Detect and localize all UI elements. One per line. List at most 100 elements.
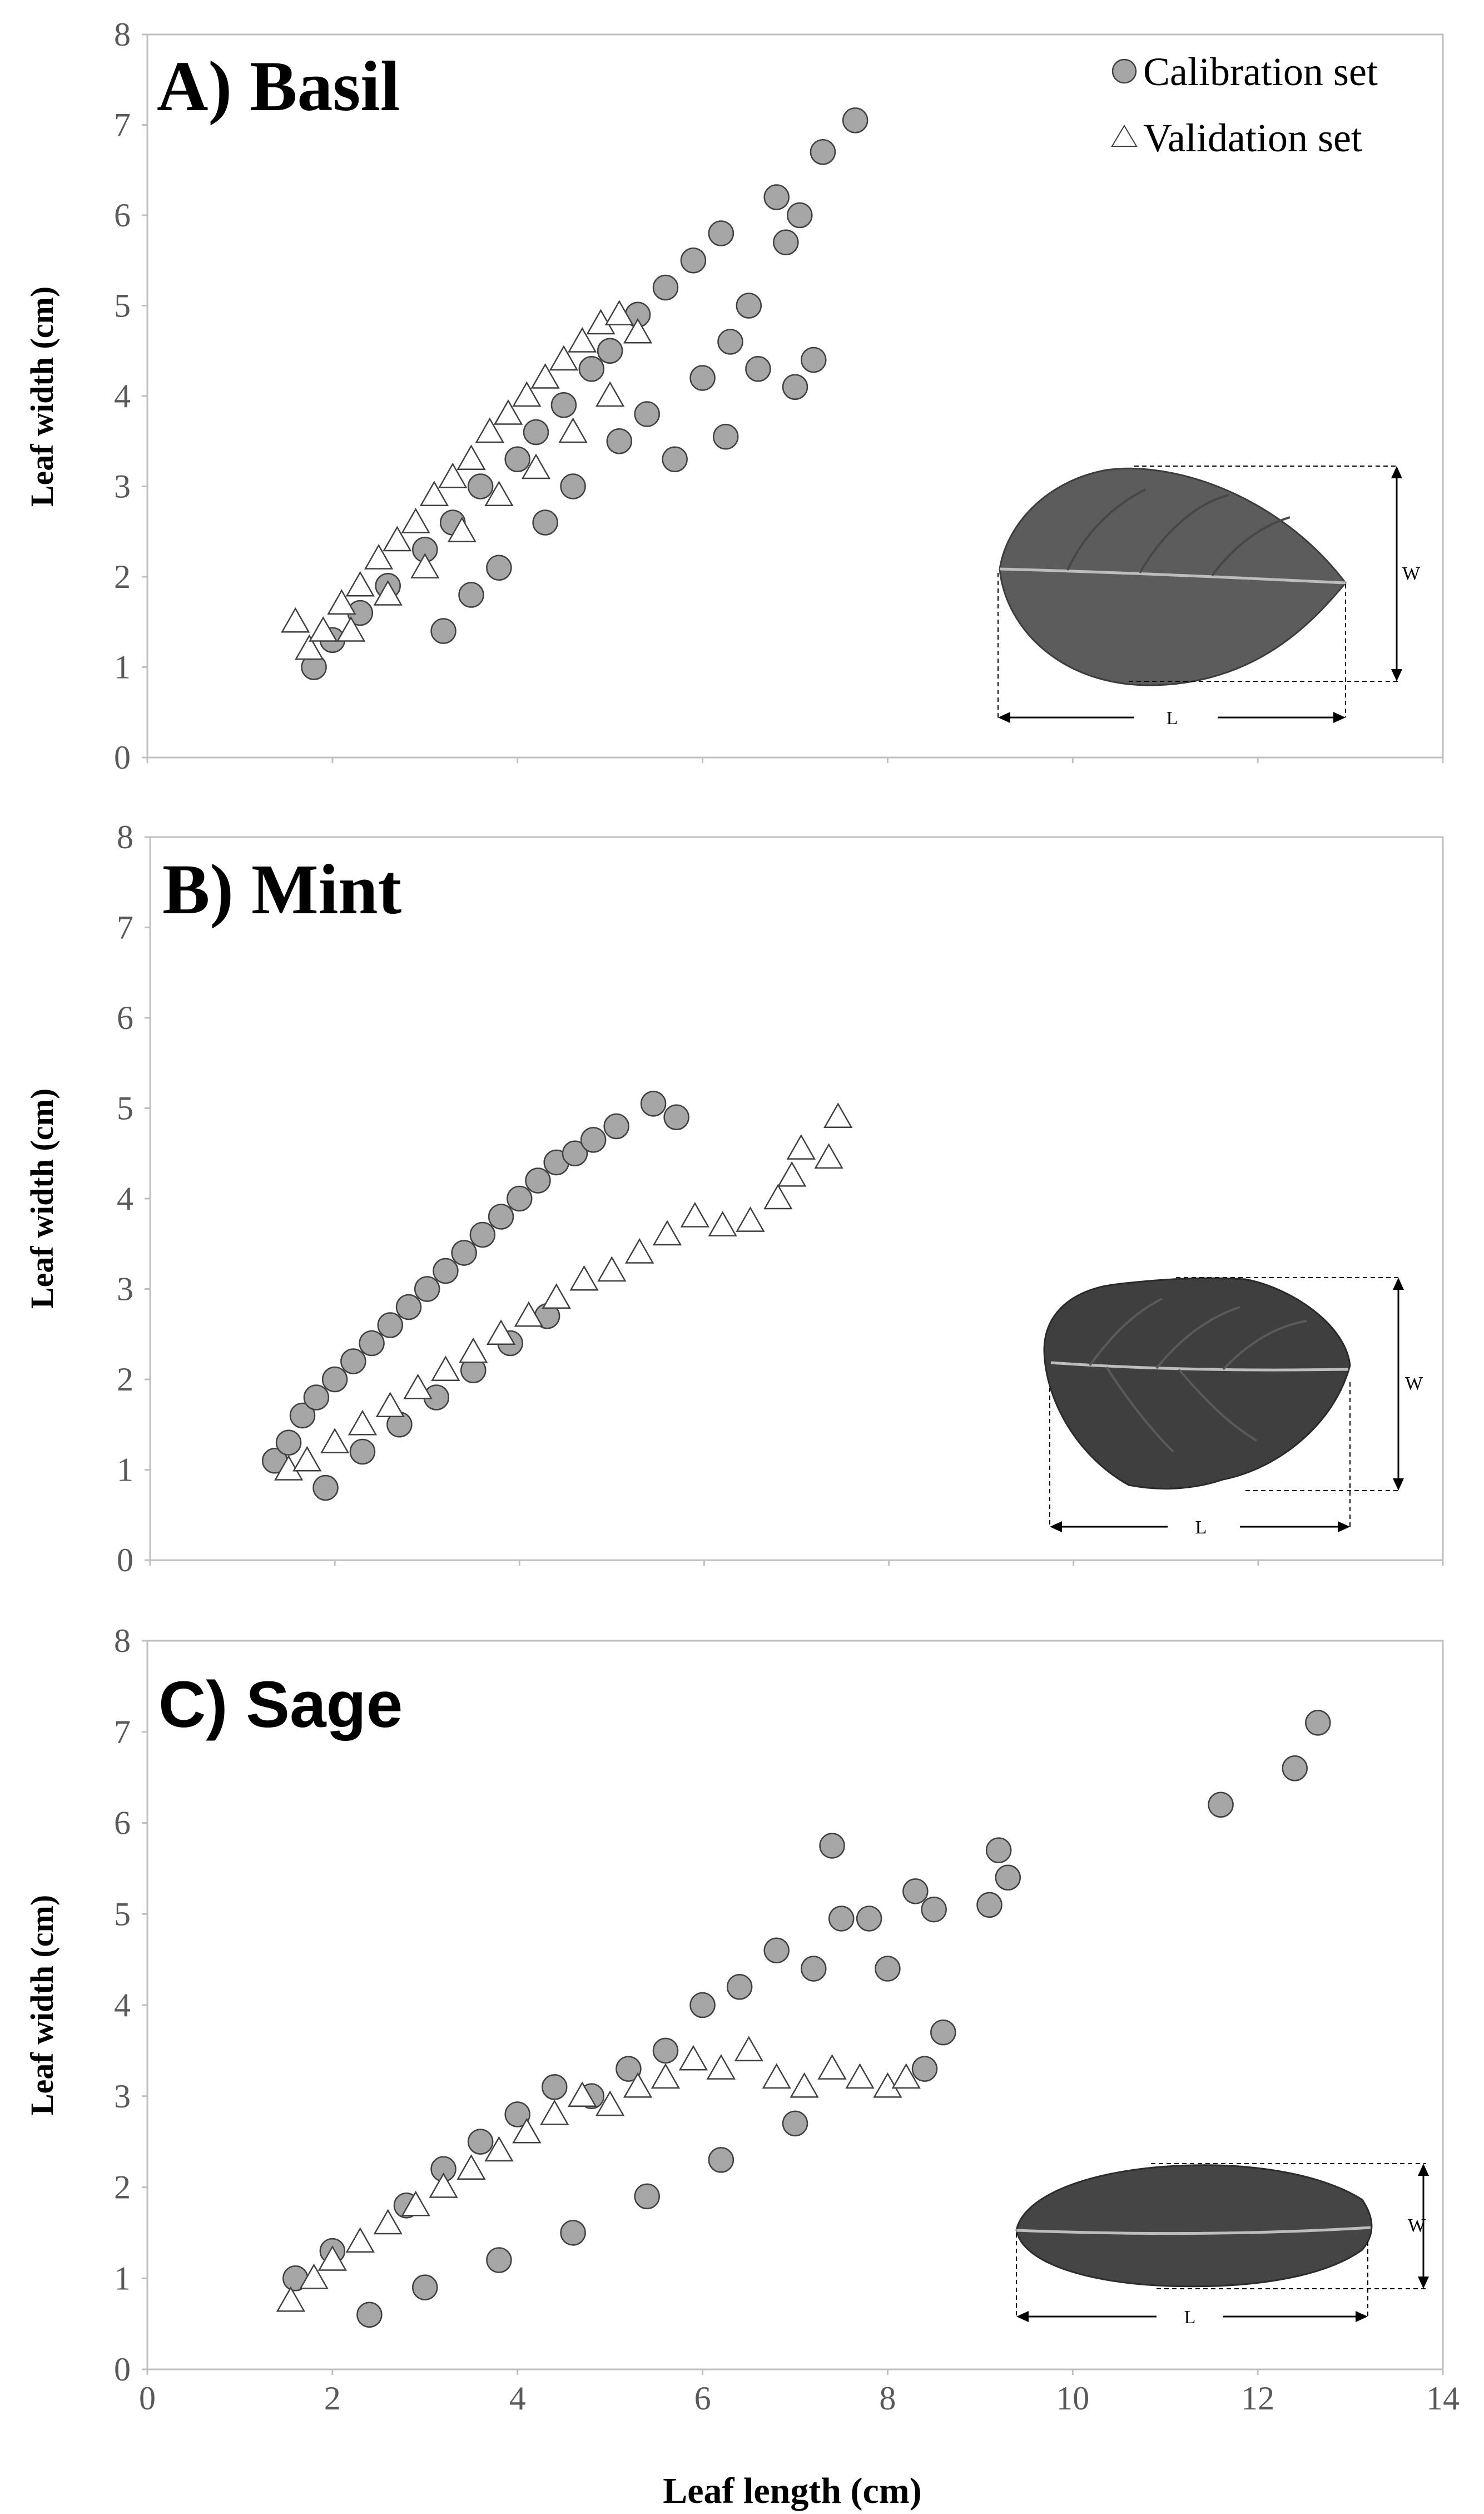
calibration-point	[995, 1864, 1021, 1891]
panel-title-mint: B) Mint	[162, 850, 402, 929]
calibration-point	[726, 1974, 753, 2000]
x-axis-label: Leaf length (cm)	[663, 2471, 922, 2511]
validation-point	[652, 1220, 682, 1246]
validation-point	[569, 1265, 599, 1291]
panel-basil: Leaf width (cm) A) Basil 0 1 2 3 4 5 6 7 8 Calib…	[24, 16, 1444, 776]
y-ticks-basil: 0 1 2 3 4 5 6 7 8	[114, 16, 147, 776]
validation-point	[459, 1337, 488, 1363]
validation-point	[678, 2045, 708, 2071]
validation-point	[891, 2063, 921, 2089]
y-ticks-sage: 0 1 2 3 4 5 6 7 8	[114, 1622, 147, 2388]
calibration-point	[911, 2056, 938, 2082]
y-tick-label: 1	[114, 2260, 131, 2297]
calibration-point	[532, 509, 558, 536]
y-tick-label: 2	[114, 2169, 131, 2206]
calibration-point	[634, 2183, 660, 2210]
calibration-point	[875, 1956, 901, 1982]
calibration-point	[580, 1127, 607, 1153]
panel-title-basil: A) Basil	[157, 47, 400, 126]
y-tick-label: 8	[117, 819, 133, 855]
calibration-point	[985, 1837, 1012, 1863]
calibration-point	[976, 1892, 1002, 1918]
y-tick-label: 6	[114, 197, 131, 234]
x-tick-label: 2	[324, 2380, 341, 2417]
calibration-point	[414, 1276, 440, 1302]
validation-point	[595, 2090, 625, 2116]
inset-length-label-basil: L	[1167, 708, 1178, 729]
y-tick-label: 5	[117, 1090, 133, 1127]
calibration-point	[359, 1330, 385, 1357]
inset-width-label-basil: W	[1402, 563, 1421, 584]
y-tick-label: 4	[114, 1987, 131, 2023]
calibration-point	[663, 1104, 689, 1130]
validation-point	[373, 580, 403, 606]
calibration-point	[736, 293, 762, 319]
y-tick-label: 3	[117, 1271, 133, 1308]
calibration-point	[560, 473, 586, 499]
validation-point	[512, 2117, 542, 2144]
validation-point	[493, 399, 523, 425]
calibration-point	[412, 2274, 438, 2300]
y-tick-label: 6	[114, 1805, 131, 1842]
validation-point	[317, 2245, 348, 2271]
y-tick-label: 7	[114, 1714, 131, 1750]
calibration-point	[486, 2247, 512, 2273]
validation-point	[651, 2063, 681, 2089]
calibration-point	[819, 1833, 845, 1859]
inset-mint-leaf: W L	[1043, 1277, 1423, 1538]
calibration-point	[525, 1167, 551, 1194]
validation-point	[456, 2154, 486, 2180]
validation-point	[373, 2209, 403, 2235]
calibration-point	[433, 1258, 459, 1284]
calibration-point	[708, 2147, 734, 2173]
y-tick-label: 3	[114, 2078, 131, 2115]
calibration-point	[763, 184, 790, 210]
inset-length-label-sage: L	[1184, 2307, 1196, 2328]
calibration-point	[321, 1366, 348, 1393]
calibration-point	[856, 1906, 882, 1932]
calibration-point	[828, 1906, 855, 1932]
validation-point	[299, 2263, 329, 2289]
validation-point	[364, 543, 394, 570]
validation-point	[817, 2054, 847, 2080]
calibration-point	[616, 2056, 642, 2082]
leaf-image-sage	[1015, 2164, 1373, 2288]
calibration-point	[842, 107, 868, 133]
calibration-point	[469, 1221, 496, 1248]
calibration-point	[597, 338, 623, 364]
calibration-point	[275, 1429, 302, 1456]
panel-mint: Leaf width (cm) B) Mint 0 1 2 3 4 5 6 7 8 W L	[24, 819, 1444, 1578]
calibration-point	[787, 202, 813, 229]
calibration-point	[542, 2074, 568, 2100]
validation-point	[762, 2063, 791, 2089]
calibration-point	[634, 401, 660, 427]
validation-point	[623, 318, 653, 344]
panel-title-sage: C) Sage	[158, 1668, 403, 1741]
calibration-point	[606, 428, 633, 454]
calibration-point	[782, 374, 808, 400]
calibration-point	[356, 2302, 383, 2328]
calibration-point	[507, 1185, 533, 1212]
validation-point	[549, 345, 579, 371]
calibration-point	[458, 582, 484, 608]
calibration-point	[467, 473, 494, 499]
validation-point	[431, 1355, 460, 1381]
calibration-point	[689, 1992, 716, 2018]
validation-point	[401, 2190, 430, 2216]
inset-basil-leaf: W L	[997, 466, 1421, 729]
y-tick-label: 6	[117, 999, 133, 1036]
validation-point	[777, 1161, 807, 1187]
legend: Calibration set Validation set	[1111, 50, 1378, 160]
validation-point	[484, 2136, 514, 2162]
validation-point	[512, 381, 542, 407]
y-tick-label: 5	[114, 1896, 131, 1932]
validation-point	[276, 2286, 306, 2312]
legend-calibration-label: Calibration set	[1143, 50, 1378, 94]
calibration-point	[921, 1896, 947, 1923]
validation-point	[706, 2054, 736, 2080]
validation-point	[558, 417, 588, 443]
calibration-point	[930, 2019, 956, 2046]
calibration-point	[810, 139, 836, 165]
calibration-point	[712, 423, 739, 450]
